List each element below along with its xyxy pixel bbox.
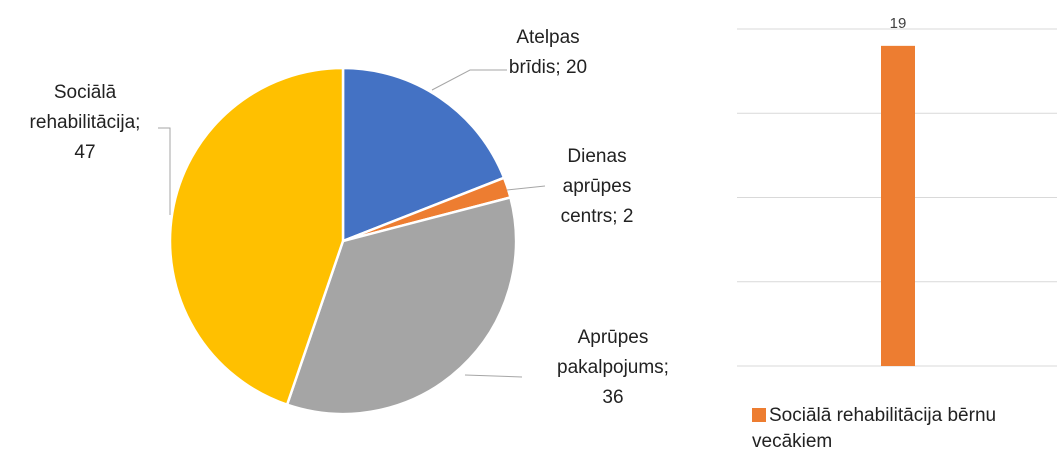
legend-label: Sociālā rehabilitācija bērnu vecākiem [752,405,997,452]
data-label: aprūpes [563,176,632,197]
leader-line [431,69,507,91]
bar [881,45,915,366]
data-label: pakalpojums; [557,357,669,378]
data-label: Atelpas [516,27,579,48]
leader-line [464,374,523,378]
data-label: 47 [74,142,95,163]
legend: Sociālā rehabilitācija bērnu vecākiem [752,403,1052,455]
data-label: 36 [602,387,623,408]
data-label: centrs; 2 [561,206,634,227]
data-label: rehabilitācija; [30,112,141,133]
leader-line [506,185,546,191]
data-label: 19 [890,15,907,32]
pie-slice [341,66,506,243]
pie-slice [168,66,345,407]
pie-slice [285,195,518,416]
data-label: Sociālā [54,82,117,103]
data-label: brīdis; 20 [509,57,587,78]
legend-swatch [752,408,766,422]
leader-line [158,127,171,215]
data-label: Aprūpes [578,327,649,348]
data-label: Dienas [567,146,626,167]
